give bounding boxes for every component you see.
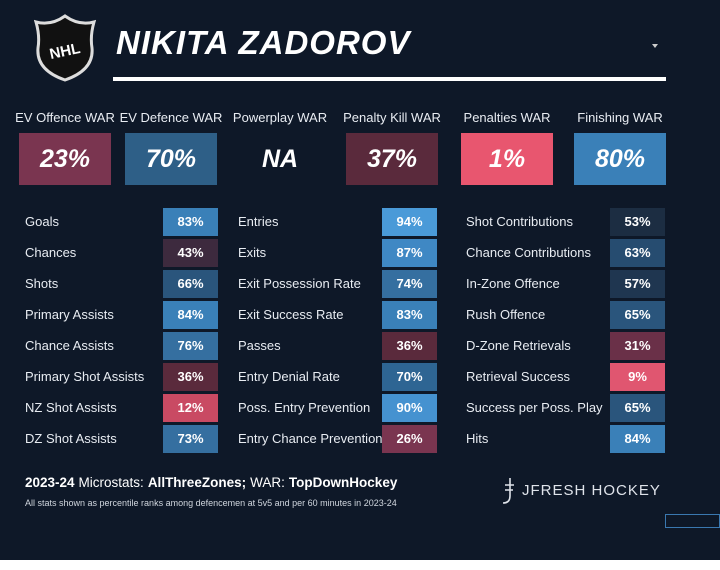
stat-value: 74% <box>382 270 437 298</box>
war-value: 1% <box>461 133 553 185</box>
stat-label: Chances <box>25 245 77 260</box>
stat-label: Exits <box>238 245 267 260</box>
brand: JFRESH HOCKEY <box>522 482 661 499</box>
stat-label: Shots <box>25 276 59 291</box>
stat-value: 65% <box>610 394 665 422</box>
stat-label: Entry Denial Rate <box>238 369 340 384</box>
stat-label: NZ Shot Assists <box>25 400 117 415</box>
stat-value: 66% <box>163 270 218 298</box>
stat-value: 9% <box>610 363 665 391</box>
note: All stats shown as percentile ranks amon… <box>25 498 397 508</box>
stat-value: 12% <box>163 394 218 422</box>
stat-value: 94% <box>382 208 437 236</box>
stat-value: 57% <box>610 270 665 298</box>
title-rule <box>113 77 666 81</box>
stat-value: 83% <box>163 208 218 236</box>
war-label: Finishing WAR <box>577 110 663 125</box>
svg-text:NHL: NHL <box>48 40 82 63</box>
stat-label: Primary Shot Assists <box>25 369 145 384</box>
stat-label: DZ Shot Assists <box>25 431 117 446</box>
war-label: Powerplay WAR <box>232 110 328 125</box>
war-label: Penalties WAR <box>463 110 551 125</box>
stat-label: Rush Offence <box>466 307 546 322</box>
credits: 2023-24 Microstats: AllThreeZones; WAR: TopD… <box>25 475 401 490</box>
stat-label: Passes <box>238 338 281 353</box>
stat-label: In-Zone Offence <box>466 276 560 291</box>
stat-label: Exit Possession Rate <box>238 276 361 291</box>
nhl-logo: NHL <box>34 14 96 82</box>
microstats-label: Microstats: <box>78 475 144 490</box>
war-value: 80% <box>574 133 666 185</box>
stat-label: Retrieval Success <box>466 369 571 384</box>
war-value: 37% <box>346 133 438 185</box>
microstats-source: AllThreeZones; <box>147 475 247 490</box>
stat-label: Entries <box>238 214 279 229</box>
stat-value: 43% <box>163 239 218 267</box>
stat-value: 70% <box>382 363 437 391</box>
war-value: 70% <box>125 133 217 185</box>
stat-value: 36% <box>382 332 437 360</box>
stat-label: Success per Poss. Play <box>466 400 603 415</box>
brand-icon <box>502 478 514 504</box>
stat-value: 90% <box>382 394 437 422</box>
stat-label: D-Zone Retrievals <box>466 338 571 353</box>
player-name: NIKITA ZADOROV <box>116 24 411 61</box>
stat-label: Shot Contributions <box>466 214 573 229</box>
stat-value: 63% <box>610 239 665 267</box>
war-source: TopDownHockey <box>288 475 398 490</box>
stat-label: Entry Chance Prevention <box>238 431 383 446</box>
stat-value: 26% <box>382 425 437 453</box>
stat-label: Poss. Entry Prevention <box>238 400 371 415</box>
war-label: EV Defence WAR <box>119 110 223 125</box>
stat-label: Exit Success Rate <box>238 307 344 322</box>
war-value: NA <box>234 133 326 185</box>
war-label: WAR: <box>250 475 285 490</box>
stat-value: 53% <box>610 208 665 236</box>
war-label: Penalty Kill WAR <box>343 110 441 125</box>
stat-value: 87% <box>382 239 437 267</box>
stat-label: Hits <box>466 431 489 446</box>
season: 2023-24 <box>25 475 75 490</box>
stat-value: 83% <box>382 301 437 329</box>
corner-frame <box>665 514 720 528</box>
war-value: 23% <box>19 133 111 185</box>
stat-value: 84% <box>610 425 665 453</box>
dropdown-caret <box>652 44 658 48</box>
stat-label: Chance Contributions <box>466 245 592 260</box>
stat-value: 36% <box>163 363 218 391</box>
stat-label: Primary Assists <box>25 307 114 322</box>
stat-value: 65% <box>610 301 665 329</box>
stat-value: 31% <box>610 332 665 360</box>
stat-value: 73% <box>163 425 218 453</box>
stat-value: 84% <box>163 301 218 329</box>
stat-value: 76% <box>163 332 218 360</box>
stat-label: Goals <box>25 214 59 229</box>
stat-label: Chance Assists <box>25 338 114 353</box>
war-label: EV Offence WAR <box>15 110 115 125</box>
